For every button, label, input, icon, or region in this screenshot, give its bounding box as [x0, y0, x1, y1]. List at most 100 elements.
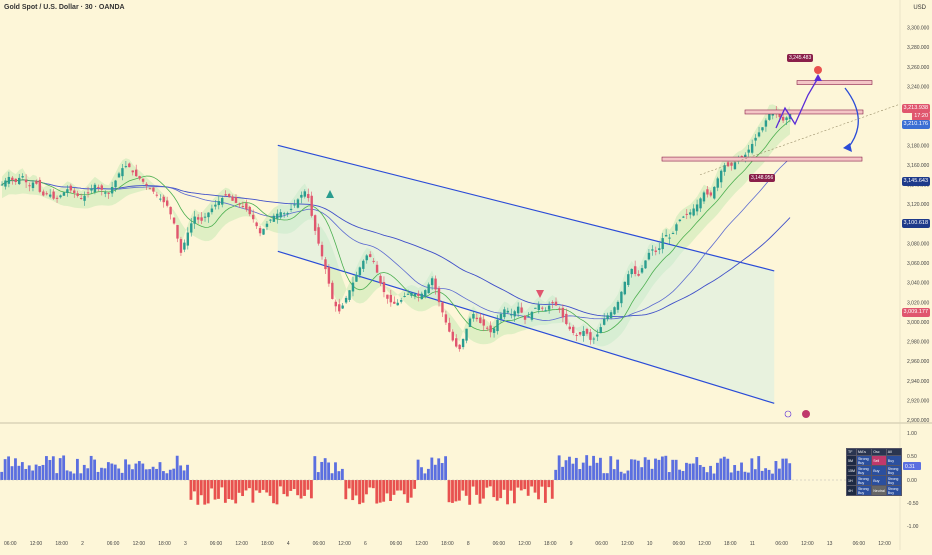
candle-body	[523, 315, 527, 320]
candle-body	[31, 182, 35, 189]
oscillator-value-tag	[903, 462, 921, 470]
histogram-bar	[340, 468, 344, 480]
histogram-bar	[664, 455, 668, 480]
histogram-bar	[585, 455, 589, 480]
candle-body	[83, 196, 86, 201]
candle-body	[55, 197, 59, 199]
histogram-bar	[774, 461, 778, 480]
histogram-bar	[574, 457, 578, 480]
candle-body	[764, 120, 768, 127]
candle-body	[578, 332, 582, 335]
table-cell: Sell	[871, 455, 887, 466]
y-tick-label: 3,300.000	[907, 26, 929, 32]
histogram-bar	[592, 455, 595, 480]
candle-body	[334, 301, 337, 307]
histogram-bar	[726, 458, 730, 480]
table-cell: 15M	[846, 465, 857, 476]
histogram-bar	[7, 456, 10, 480]
histogram-bar	[45, 456, 48, 480]
histogram-bar	[96, 471, 100, 480]
histogram-bar	[0, 471, 4, 480]
histogram-bar	[416, 459, 420, 480]
histogram-bar	[437, 458, 441, 480]
candle-body	[754, 137, 757, 141]
candle-body	[117, 173, 121, 178]
candle-body	[45, 193, 48, 195]
histogram-bar	[347, 480, 351, 489]
candle-body	[379, 275, 382, 284]
projection-arrow	[775, 77, 819, 129]
x-tick-label: 18:00	[261, 541, 274, 547]
table-cell: Buy	[871, 465, 887, 476]
histogram-bar	[378, 480, 382, 503]
candle-body	[482, 319, 485, 326]
histogram-bar	[127, 464, 131, 480]
candle-body	[747, 149, 750, 153]
y-tick-label: 3,240.000	[907, 84, 929, 90]
x-tick-label: 06:00	[390, 541, 403, 547]
histogram-bar	[375, 480, 379, 504]
candle-body	[138, 176, 141, 179]
candle-body	[62, 192, 66, 196]
candle-body	[599, 327, 602, 333]
candle-body	[479, 317, 482, 324]
histogram-bar	[636, 460, 640, 480]
histogram-bar	[743, 471, 747, 480]
histogram-bar	[654, 458, 657, 480]
candle-body	[520, 307, 523, 313]
histogram-bar	[647, 459, 651, 480]
x-tick-label: 12:00	[621, 541, 634, 547]
candle-body	[592, 338, 596, 340]
channel-lower-line	[277, 250, 775, 404]
candle-body	[69, 185, 73, 191]
candle-body	[73, 190, 76, 193]
x-tick-label: 06:00	[775, 541, 788, 547]
candle-body	[678, 219, 682, 222]
histogram-bar	[478, 480, 482, 504]
histogram-bar	[571, 463, 575, 480]
histogram-bar	[688, 463, 692, 480]
candle-body	[196, 217, 200, 220]
histogram-bar	[354, 480, 358, 496]
histogram-bar	[144, 469, 148, 480]
x-tick-label: 06:00	[313, 541, 326, 547]
histogram-bar	[3, 459, 7, 480]
y-tick-label: 3,120.000	[907, 202, 929, 208]
candle-body	[272, 215, 276, 222]
candle-body	[114, 180, 117, 188]
histogram-bar	[433, 464, 437, 480]
histogram-bar	[365, 480, 368, 495]
histogram-bar	[189, 480, 193, 500]
histogram-bar	[268, 480, 272, 496]
candle-body	[7, 176, 11, 184]
candle-body	[327, 267, 331, 284]
candle-body	[510, 314, 513, 316]
histogram-bar	[674, 459, 678, 480]
candle-body	[90, 188, 93, 191]
histogram-bar	[272, 480, 275, 504]
histogram-bar	[24, 468, 28, 480]
candle-body	[706, 189, 709, 195]
histogram-bar	[313, 456, 317, 480]
candle-body	[406, 293, 410, 295]
histogram-bar	[685, 462, 688, 480]
candle-body	[42, 191, 45, 196]
histogram-bar	[451, 480, 454, 503]
candle-body	[726, 162, 730, 167]
candle-body	[627, 274, 630, 286]
candle-body	[262, 228, 265, 235]
histogram-bar	[89, 455, 93, 480]
histogram-bar	[602, 473, 606, 480]
histogram-bar	[258, 480, 262, 493]
histogram-bar	[495, 480, 499, 501]
histogram-bar	[695, 457, 699, 480]
candle-body	[200, 217, 203, 221]
histogram-bar	[581, 462, 585, 480]
fire-icon	[814, 66, 822, 74]
histogram-bar	[131, 469, 134, 480]
channel-fill	[277, 145, 775, 404]
histogram-bar	[605, 473, 609, 480]
table-header-all: All	[885, 448, 903, 456]
histogram-bar	[399, 480, 403, 491]
